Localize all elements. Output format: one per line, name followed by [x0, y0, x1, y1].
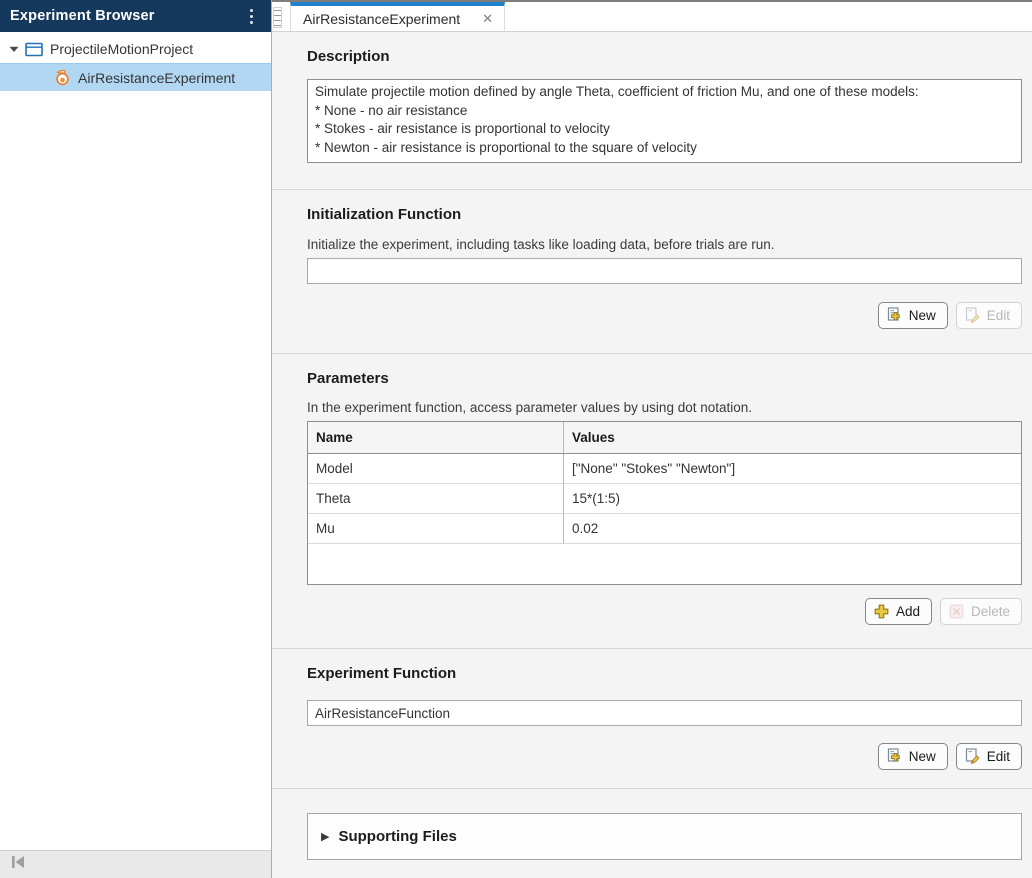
chevron-down-icon[interactable]	[7, 42, 21, 56]
initialization-function-hint: Initialize the experiment, including tas…	[307, 237, 775, 252]
sidebar-footer	[0, 850, 271, 878]
section-divider	[272, 788, 1032, 789]
experiment-label: AirResistanceExperiment	[78, 69, 236, 86]
edit-function-icon	[965, 748, 980, 765]
parameters-heading: Parameters	[307, 370, 389, 387]
param-name-cell[interactable]: Model	[308, 454, 564, 483]
initialization-function-heading: Initialization Function	[307, 206, 462, 223]
new-button-label: New	[908, 308, 936, 323]
tree-item-experiment[interactable]: AirResistanceExperiment	[0, 63, 271, 91]
experiment-definition-pane: Description Simulate projectile motion d…	[272, 32, 1032, 876]
column-header-values: Values	[572, 430, 615, 445]
experiment-flask-icon	[54, 69, 71, 86]
supporting-files-heading: Supporting Files	[338, 828, 457, 845]
edit-button-label: Edit	[986, 308, 1010, 323]
initialization-function-buttons: New Edit	[307, 302, 1022, 329]
description-heading: Description	[307, 48, 390, 65]
parameters-table-header: Name Values	[308, 422, 1021, 454]
kebab-menu-icon[interactable]	[242, 5, 261, 28]
expfn-new-button[interactable]: New	[877, 743, 948, 770]
init-edit-button[interactable]: Edit	[955, 302, 1022, 329]
project-label: ProjectileMotionProject	[50, 41, 194, 57]
column-header-name: Name	[308, 422, 564, 453]
expfn-edit-button[interactable]: Edit	[955, 743, 1022, 770]
description-textarea[interactable]: Simulate projectile motion defined by an…	[307, 79, 1022, 163]
supporting-files-section: ▶ Supporting Files	[272, 789, 1032, 860]
param-values-cell[interactable]: 15*(1:5)	[572, 491, 621, 506]
experiment-tree: ProjectileMotionProject AirResistanceExp…	[0, 32, 271, 91]
parameters-buttons: Add Delete	[307, 598, 1022, 625]
new-button-label: New	[908, 749, 936, 764]
section-divider	[272, 648, 1032, 649]
add-button-label: Add	[895, 604, 920, 619]
experiment-function-buttons: New Edit	[307, 743, 1022, 770]
document-area: AirResistanceExperiment ✕ Description Si…	[272, 0, 1032, 876]
tree-item-project[interactable]: ProjectileMotionProject	[0, 35, 271, 63]
supporting-files-expander[interactable]: ▶ Supporting Files	[307, 813, 1022, 860]
new-function-icon	[887, 307, 900, 321]
section-divider	[272, 189, 1032, 190]
delete-parameter-button[interactable]: Delete	[939, 598, 1022, 625]
description-line: * None - no air resistance	[315, 102, 468, 118]
tab-label: AirResistanceExperiment	[303, 10, 461, 27]
experiment-function-heading: Experiment Function	[307, 665, 457, 682]
description-section: Description Simulate projectile motion d…	[272, 32, 1032, 189]
close-icon[interactable]: ✕	[482, 10, 493, 26]
description-line: Simulate projectile motion defined by an…	[315, 84, 919, 99]
experiment-browser-title: Experiment Browser	[10, 8, 155, 24]
project-icon	[25, 42, 43, 57]
parameters-section: Parameters In the experiment function, a…	[272, 354, 1032, 648]
tab-gripper-icon[interactable]	[273, 7, 282, 28]
experiment-browser-header: Experiment Browser	[0, 0, 271, 32]
parameters-hint: In the experiment function, access param…	[307, 400, 753, 415]
table-row[interactable]: Model ["None" "Stokes" "Newton"]	[308, 454, 1021, 484]
initialization-function-input[interactable]	[307, 258, 1022, 284]
delete-button-label: Delete	[970, 604, 1010, 619]
tab-bar: AirResistanceExperiment ✕	[272, 2, 1032, 32]
experiment-browser-panel: Experiment Browser ProjectileMotionProje…	[0, 0, 272, 878]
edit-function-icon	[965, 307, 980, 324]
init-new-button[interactable]: New	[877, 302, 948, 329]
param-values-cell[interactable]: ["None" "Stokes" "Newton"]	[572, 461, 736, 476]
param-name-cell[interactable]: Mu	[308, 514, 564, 543]
parameters-table: Name Values Model ["None" "Stokes" "Newt…	[307, 421, 1022, 585]
tab-air-resistance-experiment[interactable]: AirResistanceExperiment ✕	[290, 2, 505, 31]
table-empty-area	[308, 544, 1021, 584]
table-row[interactable]: Theta 15*(1:5)	[308, 484, 1021, 514]
description-line: * Stokes - air resistance is proportiona…	[315, 121, 610, 136]
collapse-panel-icon[interactable]	[8, 852, 28, 877]
description-line: * Newton - air resistance is proportiona…	[315, 139, 697, 155]
param-name-cell[interactable]: Theta	[308, 484, 564, 513]
section-divider	[272, 353, 1032, 354]
delete-x-icon	[949, 604, 964, 619]
new-function-icon	[887, 748, 900, 762]
table-row[interactable]: Mu 0.02	[308, 514, 1021, 544]
chevron-right-icon: ▶	[321, 831, 330, 843]
add-plus-icon	[874, 604, 889, 619]
edit-button-label: Edit	[986, 749, 1010, 764]
add-parameter-button[interactable]: Add	[864, 598, 932, 625]
param-values-cell[interactable]: 0.02	[572, 521, 599, 536]
experiment-function-section: Experiment Function New	[272, 649, 1032, 788]
experiment-function-input[interactable]	[307, 700, 1022, 726]
initialization-function-section: Initialization Function Initialize the e…	[272, 190, 1032, 353]
